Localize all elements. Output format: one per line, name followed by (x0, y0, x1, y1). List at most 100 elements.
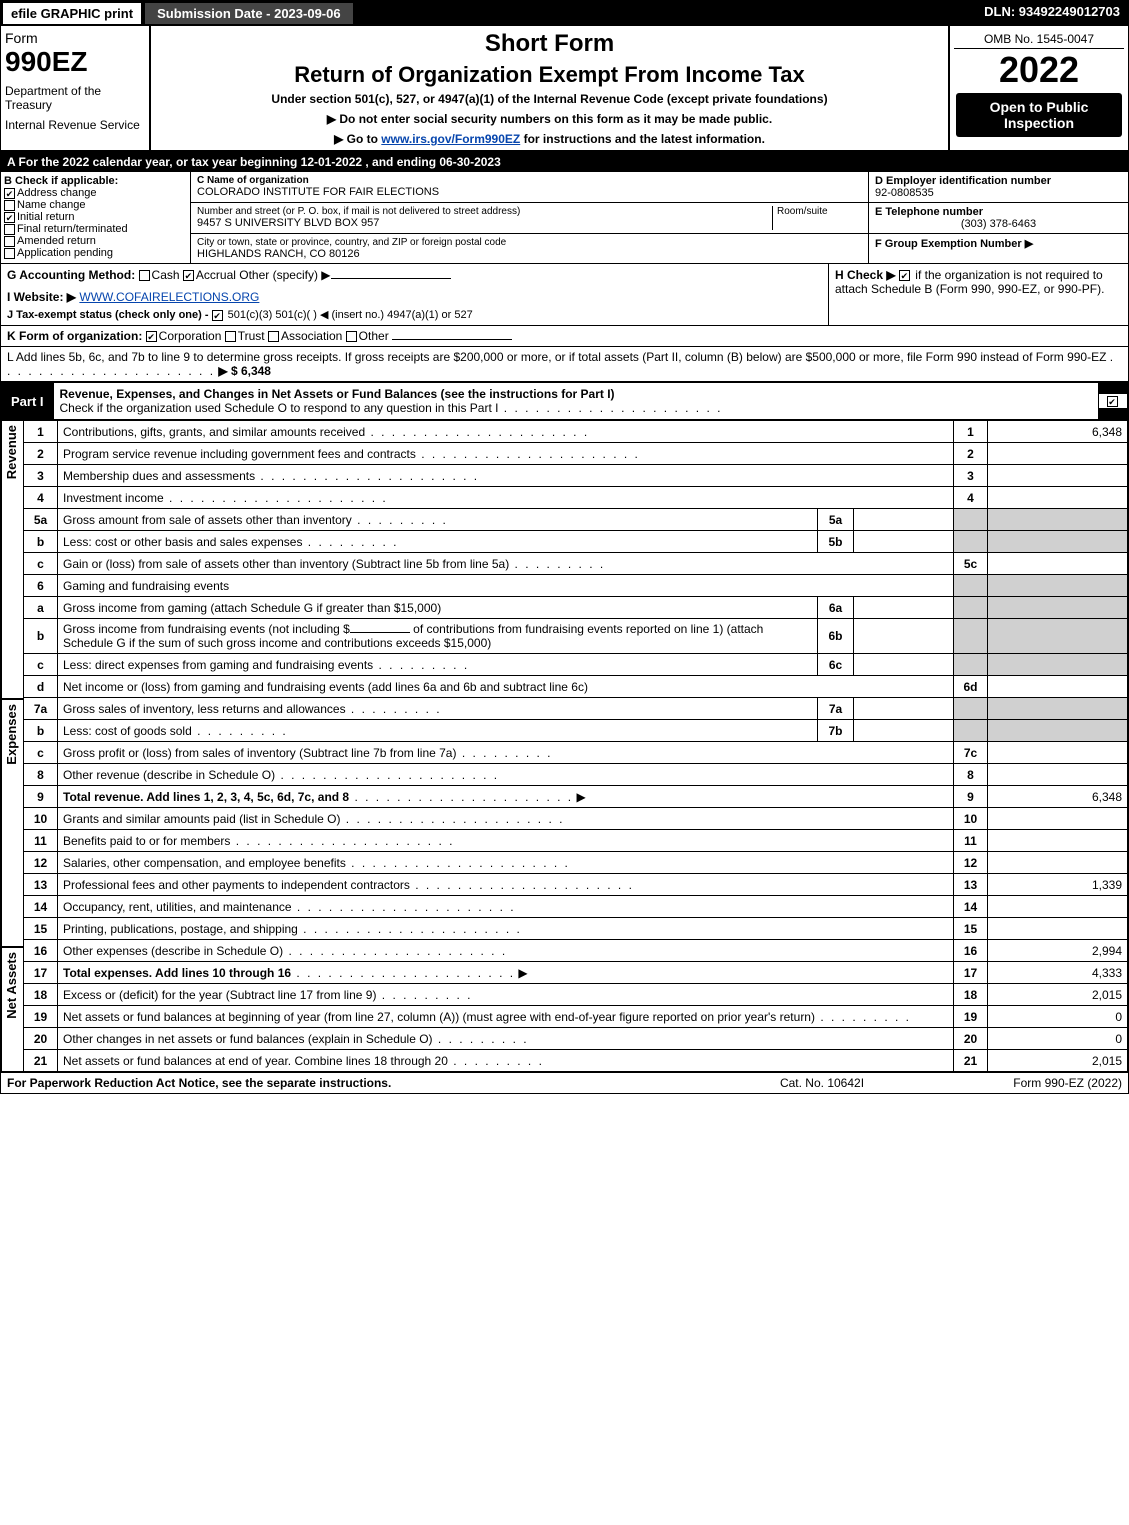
lbl-app-pending: Application pending (17, 247, 113, 259)
omb-number: OMB No. 1545-0047 (954, 30, 1124, 49)
section-b-header: B Check if applicable: (4, 175, 187, 187)
line-6a: aGross income from gaming (attach Schedu… (24, 597, 1128, 619)
check-501c3[interactable] (212, 310, 223, 321)
line-5a: 5aGross amount from sale of assets other… (24, 509, 1128, 531)
line-7a: 7aGross sales of inventory, less returns… (24, 698, 1128, 720)
section-i-label: I Website: ▶ (7, 290, 76, 304)
lines-grid: Revenue Expenses Net Assets 1Contributio… (1, 420, 1128, 1072)
open-public-badge: Open to Public Inspection (956, 93, 1122, 137)
section-j-label: J Tax-exempt status (check only one) - (7, 309, 209, 321)
line-13: 13Professional fees and other payments t… (24, 874, 1128, 896)
line-7c: cGross profit or (loss) from sales of in… (24, 742, 1128, 764)
lbl-accrual: Accrual (196, 268, 236, 282)
instr-post: for instructions and the latest informat… (520, 132, 765, 146)
check-final-return[interactable] (4, 224, 15, 235)
other-method-input[interactable] (331, 278, 451, 279)
section-h: H Check ▶ if the organization is not req… (828, 264, 1128, 325)
lbl-corp: Corporation (159, 329, 222, 343)
vtab-netassets: Net Assets (2, 948, 21, 1023)
lbl-cash: Cash (152, 268, 180, 282)
section-b: B Check if applicable: Address change Na… (1, 172, 191, 263)
check-schedule-o[interactable] (1107, 396, 1118, 407)
check-assoc[interactable] (268, 331, 279, 342)
line-18: 18Excess or (deficit) for the year (Subt… (24, 984, 1128, 1006)
form-label: Form (5, 30, 145, 46)
lbl-assoc: Association (281, 329, 342, 343)
city-label: City or town, state or province, country… (197, 237, 862, 248)
line-9: 9Total revenue. Add lines 1, 2, 3, 4, 5c… (24, 786, 1128, 808)
check-name-change[interactable] (4, 200, 15, 211)
lbl-amended: Amended return (17, 235, 96, 247)
line-17: 17Total expenses. Add lines 10 through 1… (24, 962, 1128, 984)
form-990ez-page: efile GRAPHIC print Submission Date - 20… (0, 0, 1129, 1094)
section-h-label: H Check ▶ (835, 268, 896, 282)
lbl-final-return: Final return/terminated (17, 223, 128, 235)
part1-subtitle: Check if the organization used Schedule … (60, 401, 499, 415)
check-trust[interactable] (225, 331, 236, 342)
title-return: Return of Organization Exempt From Incom… (155, 62, 944, 88)
lbl-initial-return: Initial return (17, 211, 74, 223)
section-c-label: C Name of organization (197, 175, 862, 186)
city-state-zip: HIGHLANDS RANCH, CO 80126 (197, 248, 862, 260)
check-address-change[interactable] (4, 188, 15, 199)
line-5c: cGain or (loss) from sale of assets othe… (24, 553, 1128, 575)
paperwork-notice: For Paperwork Reduction Act Notice, see … (7, 1076, 722, 1090)
form-ref: Form 990-EZ (2022) (922, 1076, 1122, 1090)
check-schedule-b[interactable] (899, 270, 910, 281)
irs-link[interactable]: www.irs.gov/Form990EZ (381, 132, 520, 146)
instr-ssn: ▶ Do not enter social security numbers o… (155, 112, 944, 126)
line-6c: cLess: direct expenses from gaming and f… (24, 654, 1128, 676)
section-e-label: E Telephone number (875, 206, 1122, 218)
vtab-expenses: Expenses (2, 700, 21, 769)
dept-treasury: Department of the Treasury (5, 84, 145, 112)
lbl-address-change: Address change (17, 187, 97, 199)
line-6: 6Gaming and fundraising events (24, 575, 1128, 597)
phone-value: (303) 378-6463 (875, 218, 1122, 230)
tax-year: 2022 (954, 49, 1124, 91)
instr-pre: ▶ Go to (334, 132, 381, 146)
topbar: efile GRAPHIC print Submission Date - 20… (1, 1, 1128, 26)
line-1: 1Contributions, gifts, grants, and simil… (24, 421, 1128, 443)
section-f-label: F Group Exemption Number ▶ (875, 237, 1122, 250)
check-amended[interactable] (4, 236, 15, 247)
row-a-tax-year: A For the 2022 calendar year, or tax yea… (1, 152, 1128, 172)
street-address: 9457 S UNIVERSITY BLVD BOX 957 (197, 217, 772, 229)
section-g: G Accounting Method: Cash Accrual Other … (7, 268, 822, 282)
subtitle: Under section 501(c), 527, or 4947(a)(1)… (155, 92, 944, 106)
form-header: Form 990EZ Department of the Treasury In… (1, 26, 1128, 152)
lbl-other-org: Other (359, 329, 389, 343)
lbl-trust: Trust (238, 329, 265, 343)
form-number: 990EZ (5, 46, 145, 78)
line-8: 8Other revenue (describe in Schedule O)8 (24, 764, 1128, 786)
line-10: 10Grants and similar amounts paid (list … (24, 808, 1128, 830)
part1-label: Part I (1, 390, 54, 413)
dept-irs: Internal Revenue Service (5, 118, 145, 132)
website-link[interactable]: WWW.COFAIRELECTIONS.ORG (79, 290, 259, 304)
line-2: 2Program service revenue including gover… (24, 443, 1128, 465)
efile-print-button[interactable]: efile GRAPHIC print (1, 1, 143, 26)
instr-link: ▶ Go to www.irs.gov/Form990EZ for instru… (155, 132, 944, 146)
line-16: 16Other expenses (describe in Schedule O… (24, 940, 1128, 962)
page-footer: For Paperwork Reduction Act Notice, see … (1, 1072, 1128, 1093)
line-21: 21Net assets or fund balances at end of … (24, 1050, 1128, 1072)
check-app-pending[interactable] (4, 248, 15, 259)
tax-exempt-options: 501(c)(3) 501(c)( ) ◀ (insert no.) 4947(… (228, 309, 473, 321)
lines-table: 1Contributions, gifts, grants, and simil… (23, 420, 1128, 1072)
check-cash[interactable] (139, 270, 150, 281)
lbl-other-method: Other (specify) ▶ (239, 268, 330, 282)
vtab-revenue: Revenue (2, 421, 21, 483)
check-corp[interactable] (146, 331, 157, 342)
section-j: J Tax-exempt status (check only one) - 5… (7, 308, 822, 321)
line-6b: bGross income from fundraising events (n… (24, 619, 1128, 654)
section-i: I Website: ▶ WWW.COFAIRELECTIONS.ORG (7, 290, 822, 304)
section-g-h: G Accounting Method: Cash Accrual Other … (1, 264, 1128, 326)
check-accrual[interactable] (183, 270, 194, 281)
other-org-input[interactable] (392, 339, 512, 340)
check-initial-return[interactable] (4, 212, 15, 223)
check-other-org[interactable] (346, 331, 357, 342)
section-k: K Form of organization: Corporation Trus… (1, 326, 1128, 347)
part1-title: Revenue, Expenses, and Changes in Net As… (60, 387, 615, 401)
dln-label: DLN: 93492249012703 (976, 1, 1128, 26)
addr-label: Number and street (or P. O. box, if mail… (197, 206, 772, 217)
gross-receipts-value: ▶ $ 6,348 (218, 364, 271, 378)
